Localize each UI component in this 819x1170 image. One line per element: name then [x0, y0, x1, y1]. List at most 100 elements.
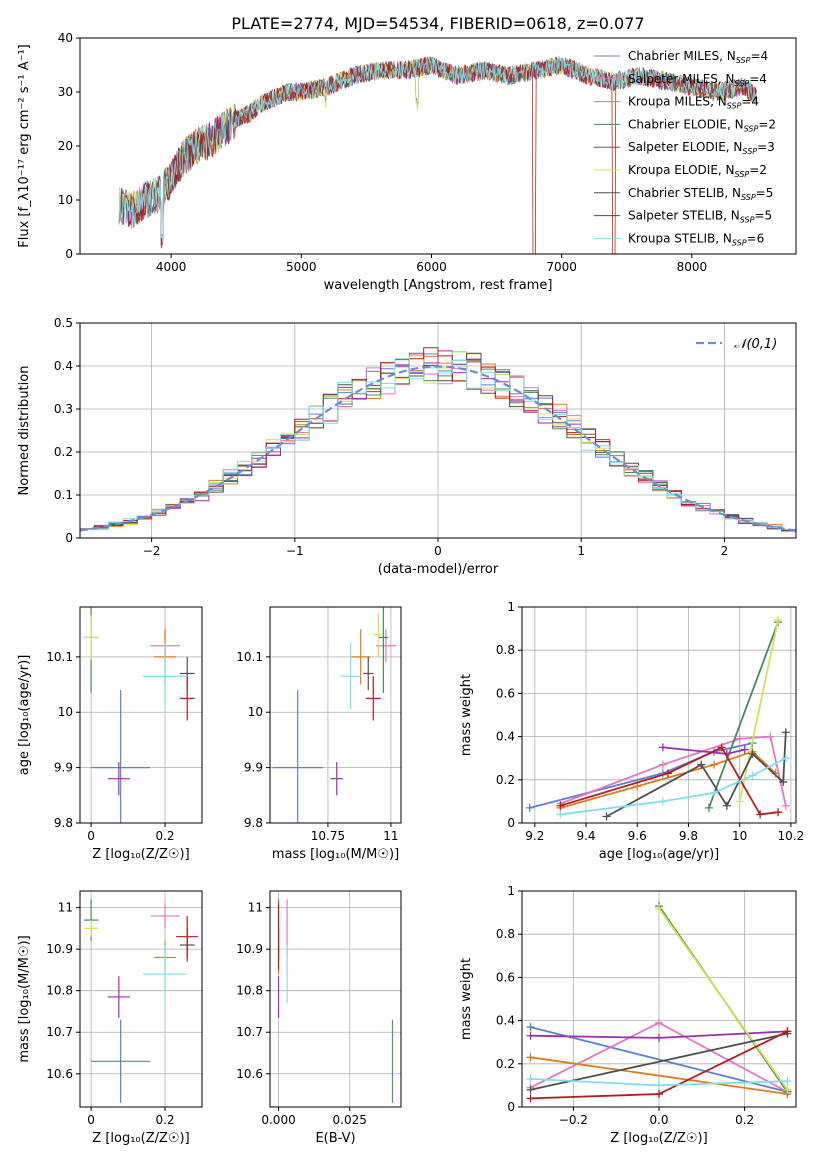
weight-vs-Z-frame — [521, 890, 797, 1108]
residuals-plot-area — [80, 347, 796, 533]
x-tick-label: 0.2 — [735, 1113, 754, 1127]
legend-entry: Chabrier STELIB, NSSP=5 — [628, 186, 773, 202]
mass-vs-Z-frame — [79, 890, 203, 1108]
y-tick-label: 0.2 — [496, 1057, 515, 1071]
weight-vs-Z-axes: −0.2 0.0 0.2 0 0.2 0.4 0.6 0.8 1 Z [log₁₀(Z/Z☉)] m… — [459, 884, 797, 1146]
age-vs-Z-errorbar — [179, 676, 195, 721]
spectrum-line-7 — [118, 56, 757, 254]
legend-nssp: =4 — [741, 95, 759, 109]
data-point-marker — [781, 728, 790, 737]
age-vs-mass-axes: 10.75 11 9.8 9.9 10 10.1 mass [log₁₀(M/M☉)] — [236, 606, 402, 862]
x-tick-label: 10 — [732, 829, 747, 843]
mass-vs-Z-errorbar — [150, 903, 180, 929]
age-vs-mass-errorbar — [340, 643, 361, 710]
data-point-marker — [556, 810, 565, 819]
data-point-marker — [602, 812, 611, 821]
x-tick-label: 7000 — [546, 260, 577, 274]
data-point-marker — [526, 1031, 535, 1040]
residual-histogram-4 — [80, 350, 796, 531]
mass-vs-Z-plot-area — [83, 899, 199, 1103]
data-point-marker — [735, 797, 744, 806]
y-axis-label: mass [log₁₀(M/M☉)] — [17, 935, 32, 1062]
x-tick-label: 9.6 — [628, 829, 647, 843]
mass-vs-ebv-frame — [269, 890, 402, 1108]
age-vs-Z-errorbar — [142, 643, 188, 710]
data-point-marker — [710, 788, 719, 797]
y-tick-label: 10.7 — [46, 1025, 73, 1039]
data-point-marker — [526, 1085, 535, 1094]
gaussian-legend-label: 𝒩(0,1) — [734, 337, 777, 352]
legend-nssp: =3 — [757, 140, 775, 154]
weight-vs-Z-series-5 — [658, 907, 789, 1091]
data-point-marker — [779, 777, 788, 786]
y-tick-label: 10.6 — [236, 1067, 263, 1081]
y-tick-label: 10.7 — [236, 1025, 263, 1039]
data-point-marker — [633, 782, 642, 791]
data-point-marker — [658, 797, 667, 806]
residuals-frame — [79, 322, 797, 539]
x-tick-label: 0 — [87, 829, 95, 843]
weight-vs-age-plot-area — [525, 615, 790, 821]
y-tick-label: 0.1 — [54, 488, 73, 502]
y-tick-label: 10.6 — [46, 1067, 73, 1081]
legend-nssp: =4 — [749, 72, 767, 86]
x-tick-label: 5000 — [286, 260, 317, 274]
y-tick-label: 11 — [248, 901, 263, 915]
x-tick-label: 6000 — [416, 260, 447, 274]
weight-vs-age-series-5 — [738, 619, 779, 802]
y-tick-label: 10.9 — [46, 942, 73, 956]
legend-model-name: Salpeter MILES — [628, 72, 718, 86]
data-point-marker — [717, 743, 726, 752]
x-axis-label: (data-model)/error — [378, 562, 499, 577]
y-axis-label: mass weight — [459, 674, 474, 756]
x-tick-label: 10.2 — [778, 829, 805, 843]
residual-histogram-7 — [80, 347, 796, 531]
data-point-marker — [526, 1094, 535, 1103]
x-axis-label: Z [log₁₀(Z/Z☉)] — [610, 1131, 707, 1146]
legend-model-name: Chabrier STELIB — [628, 186, 724, 200]
age-vs-mass-errorbar — [330, 762, 344, 796]
age-vs-mass-errorbar — [373, 612, 384, 657]
mass-vs-Z-errorbar — [176, 915, 199, 958]
y-tick-label: 10 — [248, 705, 263, 719]
x-tick-label: 11 — [383, 829, 398, 843]
legend-model-name: Chabrier ELODIE — [628, 117, 727, 131]
data-point-marker — [781, 801, 790, 810]
data-point-marker — [655, 1081, 663, 1090]
legend-model-name: Salpeter ELODIE — [628, 140, 726, 154]
legend-entry: Kroupa ELODIE, NSSP=2 — [628, 163, 767, 179]
x-tick-label: 0 — [434, 544, 442, 558]
x-axis-label: age [log₁₀(age/yr)] — [599, 847, 720, 862]
y-tick-label: 40 — [58, 31, 73, 45]
data-point-marker — [783, 1077, 792, 1086]
data-point-marker — [774, 808, 783, 817]
x-tick-label: 0 — [87, 1113, 95, 1127]
y-tick-label: 9.8 — [244, 816, 263, 830]
spectrum-plot-area — [118, 56, 757, 254]
y-tick-label: 9.9 — [54, 761, 73, 775]
y-tick-label: 0.2 — [496, 773, 515, 787]
y-axis-label: mass weight — [459, 958, 474, 1040]
legend-entry: Kroupa STELIB, NSSP=6 — [628, 231, 764, 247]
age-vs-Z-errorbar — [91, 690, 151, 823]
x-axis-label: Z [log₁₀(Z/Z☉)] — [92, 847, 189, 862]
mass-vs-Z-errorbar — [91, 1019, 151, 1103]
legend-model-name: Chabrier MILES — [628, 49, 719, 63]
x-tick-label: 0.025 — [333, 1113, 367, 1127]
x-tick-label: 9.4 — [576, 829, 595, 843]
y-tick-label: 0.6 — [496, 970, 515, 984]
y-tick-label: 0.4 — [496, 730, 515, 744]
data-point-marker — [526, 1053, 535, 1062]
data-point-marker — [655, 1090, 663, 1099]
y-axis-label: age [log₁₀(age/yr)] — [17, 655, 32, 776]
weight-vs-age-frame — [521, 606, 797, 824]
data-point-marker — [526, 1074, 535, 1083]
y-tick-label: 10 — [58, 705, 73, 719]
y-tick-label: 1 — [507, 600, 515, 614]
legend-entry: Salpeter MILES, NSSP=4 — [628, 72, 767, 88]
y-axis-label: Normed distribution — [17, 366, 32, 496]
y-tick-label: 0 — [65, 247, 73, 261]
age-vs-mass-errorbar — [375, 629, 396, 663]
x-tick-label: 9.8 — [679, 829, 698, 843]
